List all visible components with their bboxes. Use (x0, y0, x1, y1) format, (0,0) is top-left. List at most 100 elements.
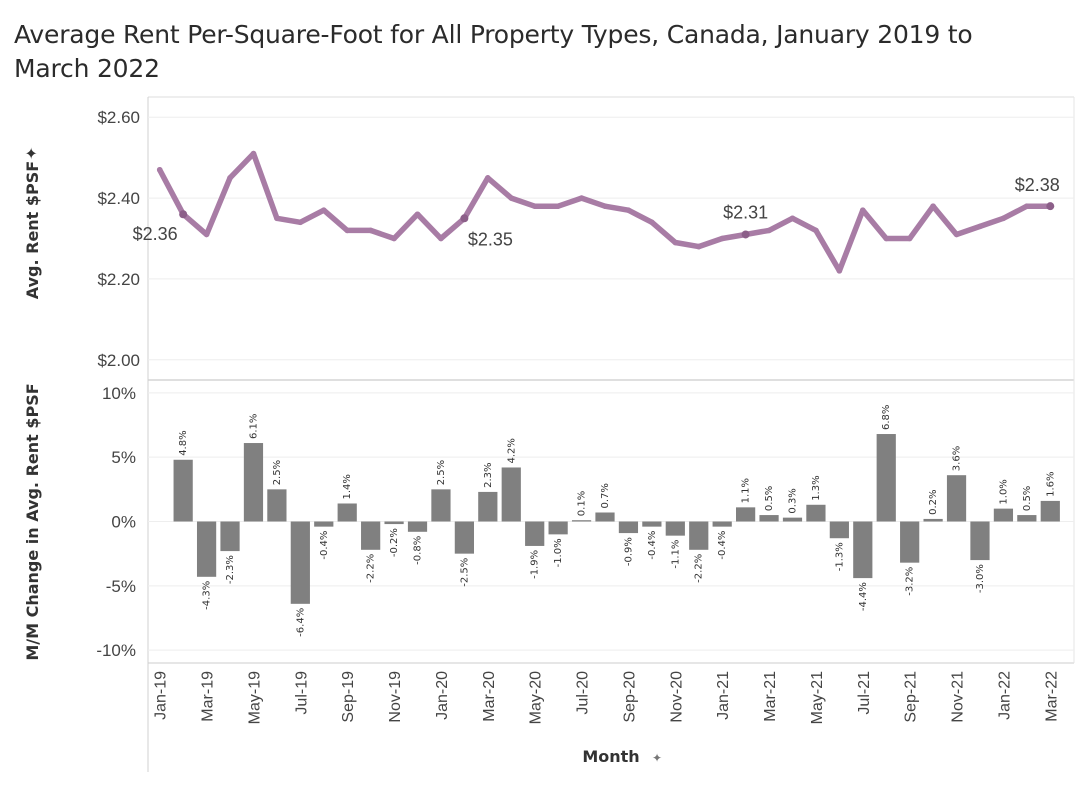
x-tick-label: Nov-20 (668, 671, 685, 723)
bar-value-label: -2.3% (225, 555, 236, 584)
x-tick-label: Sep-21 (903, 671, 920, 723)
rent-value-label: $2.36 (133, 224, 178, 244)
x-tick-label: Jul-20 (575, 671, 592, 715)
rent-line-point (859, 207, 866, 213)
rent-line-point (906, 235, 913, 242)
rent-line-point (789, 215, 796, 222)
rent-line-point (977, 223, 983, 230)
change-bar (525, 521, 545, 546)
rent-line-point (555, 203, 561, 209)
change-bar (759, 515, 779, 522)
bar-value-label: 0.3% (788, 488, 799, 513)
x-tick-label: Mar-20 (481, 671, 498, 722)
x-axis-title: Month (582, 747, 639, 766)
rent-line-point (274, 215, 280, 222)
x-axis: Jan-19 Mar-19 May-19 Jul-19 Sep-19 Nov-19 Jan-… (153, 671, 1061, 766)
change-bar (361, 521, 381, 550)
line-y-axis-title: Avg. Rent $PSF (23, 161, 42, 299)
change-bar (220, 521, 240, 552)
bar-y-tick-label: 5% (111, 448, 136, 467)
bar-value-label: -0.4% (319, 531, 330, 560)
bar-value-label: -4.4% (858, 582, 869, 611)
bar-value-label: 2.5% (436, 460, 447, 485)
bar-value-label: -0.8% (413, 536, 424, 565)
rent-line-point (930, 203, 936, 209)
bar-value-label: 1.4% (342, 474, 353, 499)
rent-line-point (508, 195, 515, 201)
x-tick-label: Jul-21 (856, 671, 873, 715)
change-bar (1040, 500, 1060, 522)
change-bar (243, 443, 264, 522)
rent-value-label: $2.35 (468, 229, 513, 249)
bar-value-label: -1.1% (670, 540, 681, 569)
change-bar (196, 521, 217, 577)
rent-line-point (602, 203, 608, 209)
bar-value-label: 0.2% (928, 489, 939, 514)
rent-line-point (391, 235, 397, 242)
change-bar (384, 521, 404, 525)
change-bar (618, 521, 639, 534)
rent-line-point (227, 175, 233, 181)
bar-y-tick-label: -10% (96, 641, 136, 660)
line-y-tick-label: $2.00 (97, 351, 140, 370)
change-bar (454, 521, 474, 554)
bar-value-label: -6.4% (295, 608, 306, 637)
rent-line-point (250, 150, 257, 157)
change-bar (806, 504, 826, 522)
change-bar (267, 489, 287, 522)
change-bar (782, 517, 803, 522)
change-bar (407, 521, 428, 532)
x-tick-label: Mar-22 (1043, 671, 1060, 722)
x-tick-label: May-20 (528, 671, 545, 724)
rent-line-point (367, 227, 374, 234)
rent-line-point (953, 231, 960, 238)
change-bar (290, 521, 310, 604)
x-tick-label: Jan-21 (715, 671, 732, 720)
bar-value-label: 0.1% (577, 491, 588, 516)
bar-value-label: 4.2% (506, 438, 517, 463)
bar-y-axis-title: M/M Change in Avg. Rent $PSF (23, 383, 42, 660)
change-bar (548, 521, 568, 535)
change-bar (689, 521, 709, 550)
rent-annotated-point (179, 210, 188, 219)
bar-value-label: -1.9% (530, 550, 541, 579)
change-bar (337, 503, 357, 522)
bar-value-label: 0.5% (1022, 486, 1033, 511)
x-tick-label: Jul-19 (293, 671, 310, 715)
change-bar (1017, 515, 1037, 522)
change-bar (900, 521, 920, 563)
rent-line-point (883, 235, 890, 242)
line-y-tick-label: $2.40 (97, 189, 140, 208)
bar-panel: 10% 5% 0% -5% -10% M/M Change in Avg. Rent $P… (23, 383, 1074, 661)
rent-line-point (320, 207, 327, 213)
change-bar (712, 521, 732, 527)
rent-line-point (531, 203, 538, 209)
change-bar (314, 521, 334, 527)
bar-value-label: 6.1% (249, 414, 260, 439)
bar-value-label: 1.6% (1045, 471, 1056, 496)
bar-value-label: -0.2% (389, 528, 400, 557)
x-tick-label: Jan-22 (996, 671, 1013, 720)
rent-line-series (156, 150, 1054, 274)
bar-value-label: 4.8% (178, 430, 189, 455)
x-tick-label: Mar-21 (762, 671, 779, 722)
rent-line-point (813, 227, 819, 234)
change-bar (736, 507, 756, 522)
change-bar (665, 521, 685, 536)
bar-y-tick-label: 10% (102, 384, 136, 403)
bar-value-label: -1.0% (553, 538, 564, 567)
rent-line-point (1000, 215, 1007, 222)
rent-value-label: $2.31 (723, 202, 768, 222)
x-tick-label: Mar-19 (200, 671, 217, 722)
rent-line-point (1024, 203, 1030, 209)
change-bar (853, 521, 873, 579)
bar-value-label: -4.3% (202, 581, 213, 610)
bar-value-label: 0.5% (764, 486, 775, 511)
rent-line-point (485, 175, 491, 181)
change-bar (829, 521, 849, 539)
change-bar (946, 475, 967, 522)
line-y-tick-label: $2.60 (97, 108, 140, 127)
bar-value-label: -2.5% (459, 558, 470, 587)
change-bar (642, 521, 662, 527)
pin-icon: ✦ (22, 147, 41, 160)
